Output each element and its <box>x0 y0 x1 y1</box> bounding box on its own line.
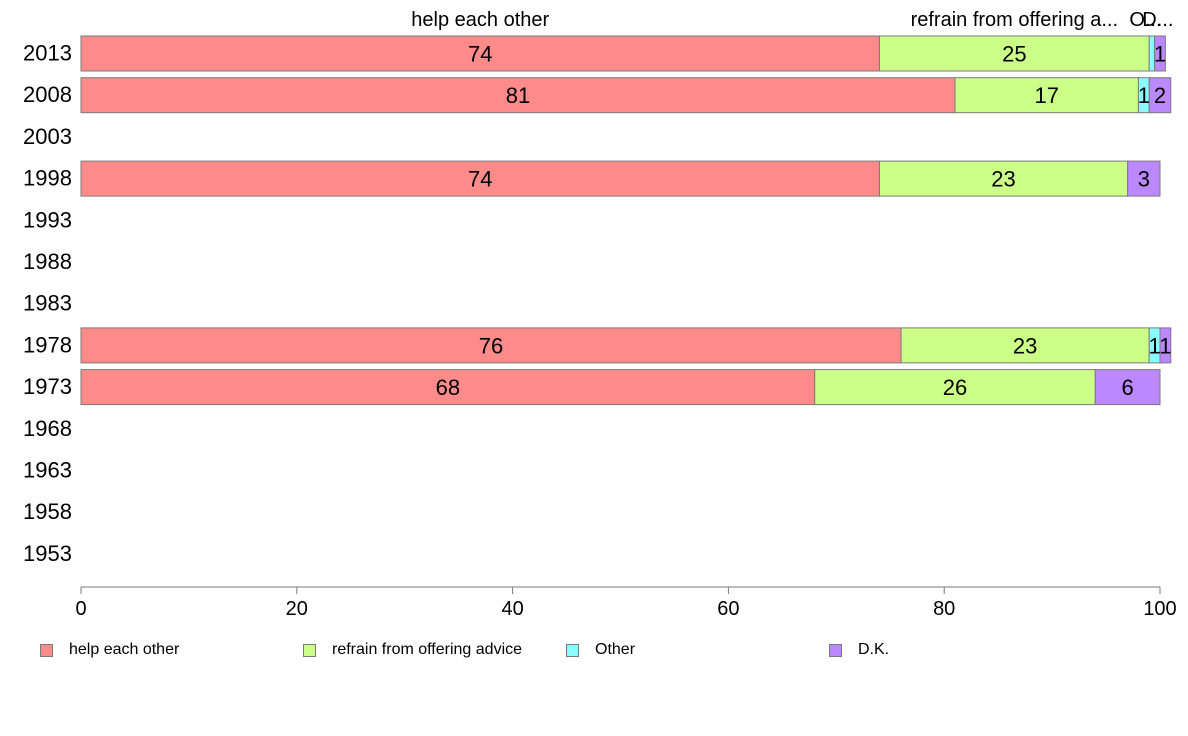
data-label: 2 <box>1154 83 1166 108</box>
legend-label: Other <box>595 641 636 658</box>
x-axis: 0 20 40 60 80 100 <box>75 586 1177 620</box>
bar-segment <box>1094 369 1161 406</box>
legend-label: refrain from offering advice <box>332 641 523 658</box>
bar-segment <box>1148 77 1172 114</box>
top-series-labels: help each other refrain from offering a..… <box>411 9 1173 31</box>
bar-segment <box>900 327 1150 364</box>
legend-item: help each other <box>40 640 179 660</box>
y-axis-labels: 2013 2008 2003 1998 1993 1988 1983 1978 1973 1968… <box>23 41 72 566</box>
y-tick-label: 1973 <box>23 374 72 399</box>
data-label: 6 <box>1122 375 1134 400</box>
bar-segment <box>1154 35 1166 72</box>
data-label: 1 <box>1148 333 1160 358</box>
bar-segment <box>80 327 902 364</box>
y-tick-label: 2008 <box>23 82 72 107</box>
legend-swatch <box>303 643 316 657</box>
top-label-1: refrain from offering a... <box>911 9 1119 31</box>
x-tick-label: 20 <box>286 598 308 620</box>
y-tick-label: 1953 <box>23 541 72 566</box>
y-tick-label: 1998 <box>23 166 72 191</box>
legend-item: D.K. <box>829 640 889 660</box>
data-label: 74 <box>468 42 492 67</box>
y-tick-label: 1988 <box>23 249 72 274</box>
data-label: 68 <box>436 375 460 400</box>
legend: help each other refrain from offering adv… <box>0 640 1188 660</box>
y-tick-label: 1968 <box>23 416 72 441</box>
legend-swatch <box>566 643 579 657</box>
legend-item: refrain from offering advice <box>303 640 522 660</box>
data-label: 1 <box>1159 333 1171 358</box>
data-label: 74 <box>468 167 492 192</box>
data-label: 23 <box>1013 333 1037 358</box>
y-tick-label: 1963 <box>23 458 72 483</box>
legend-swatch <box>829 643 842 657</box>
data-label: 76 <box>479 333 503 358</box>
bar-segment <box>814 369 1096 406</box>
legend-label: D.K. <box>858 641 890 658</box>
y-tick-label: 1993 <box>23 207 72 232</box>
y-tick-label: 1978 <box>23 332 72 357</box>
data-label: 17 <box>1034 83 1058 108</box>
data-label: 1 <box>1154 42 1166 67</box>
bar-segment <box>1159 327 1172 364</box>
data-label: 81 <box>506 83 530 108</box>
x-tick-label: 80 <box>933 598 955 620</box>
data-label: 23 <box>991 167 1015 192</box>
data-label: 1 <box>1138 83 1150 108</box>
y-tick-label: 2003 <box>23 124 72 149</box>
legend-item: Other <box>566 640 635 660</box>
x-tick-label: 0 <box>75 598 86 620</box>
legend-label: help each other <box>69 641 180 658</box>
bar-segment <box>80 369 816 406</box>
data-label: 26 <box>943 375 967 400</box>
bar-segment <box>80 77 956 114</box>
top-label-3: D... <box>1142 9 1173 31</box>
top-label-2: O... <box>1129 9 1161 31</box>
y-tick-label: 1958 <box>23 499 72 524</box>
x-tick-label: 40 <box>501 598 523 620</box>
bar-segment <box>1127 160 1161 197</box>
data-label: 3 <box>1138 167 1150 192</box>
legend-swatch <box>40 643 53 657</box>
y-tick-label: 2013 <box>23 41 72 66</box>
x-tick-label: 60 <box>717 598 739 620</box>
stacked-bar-chart: help each other refrain from offering a..… <box>23 9 1177 620</box>
top-label-0: help each other <box>411 9 549 31</box>
y-tick-label: 1983 <box>23 291 72 316</box>
bar-segment <box>878 35 1150 72</box>
x-tick-label: 100 <box>1143 598 1176 620</box>
data-label: 25 <box>1002 42 1026 67</box>
